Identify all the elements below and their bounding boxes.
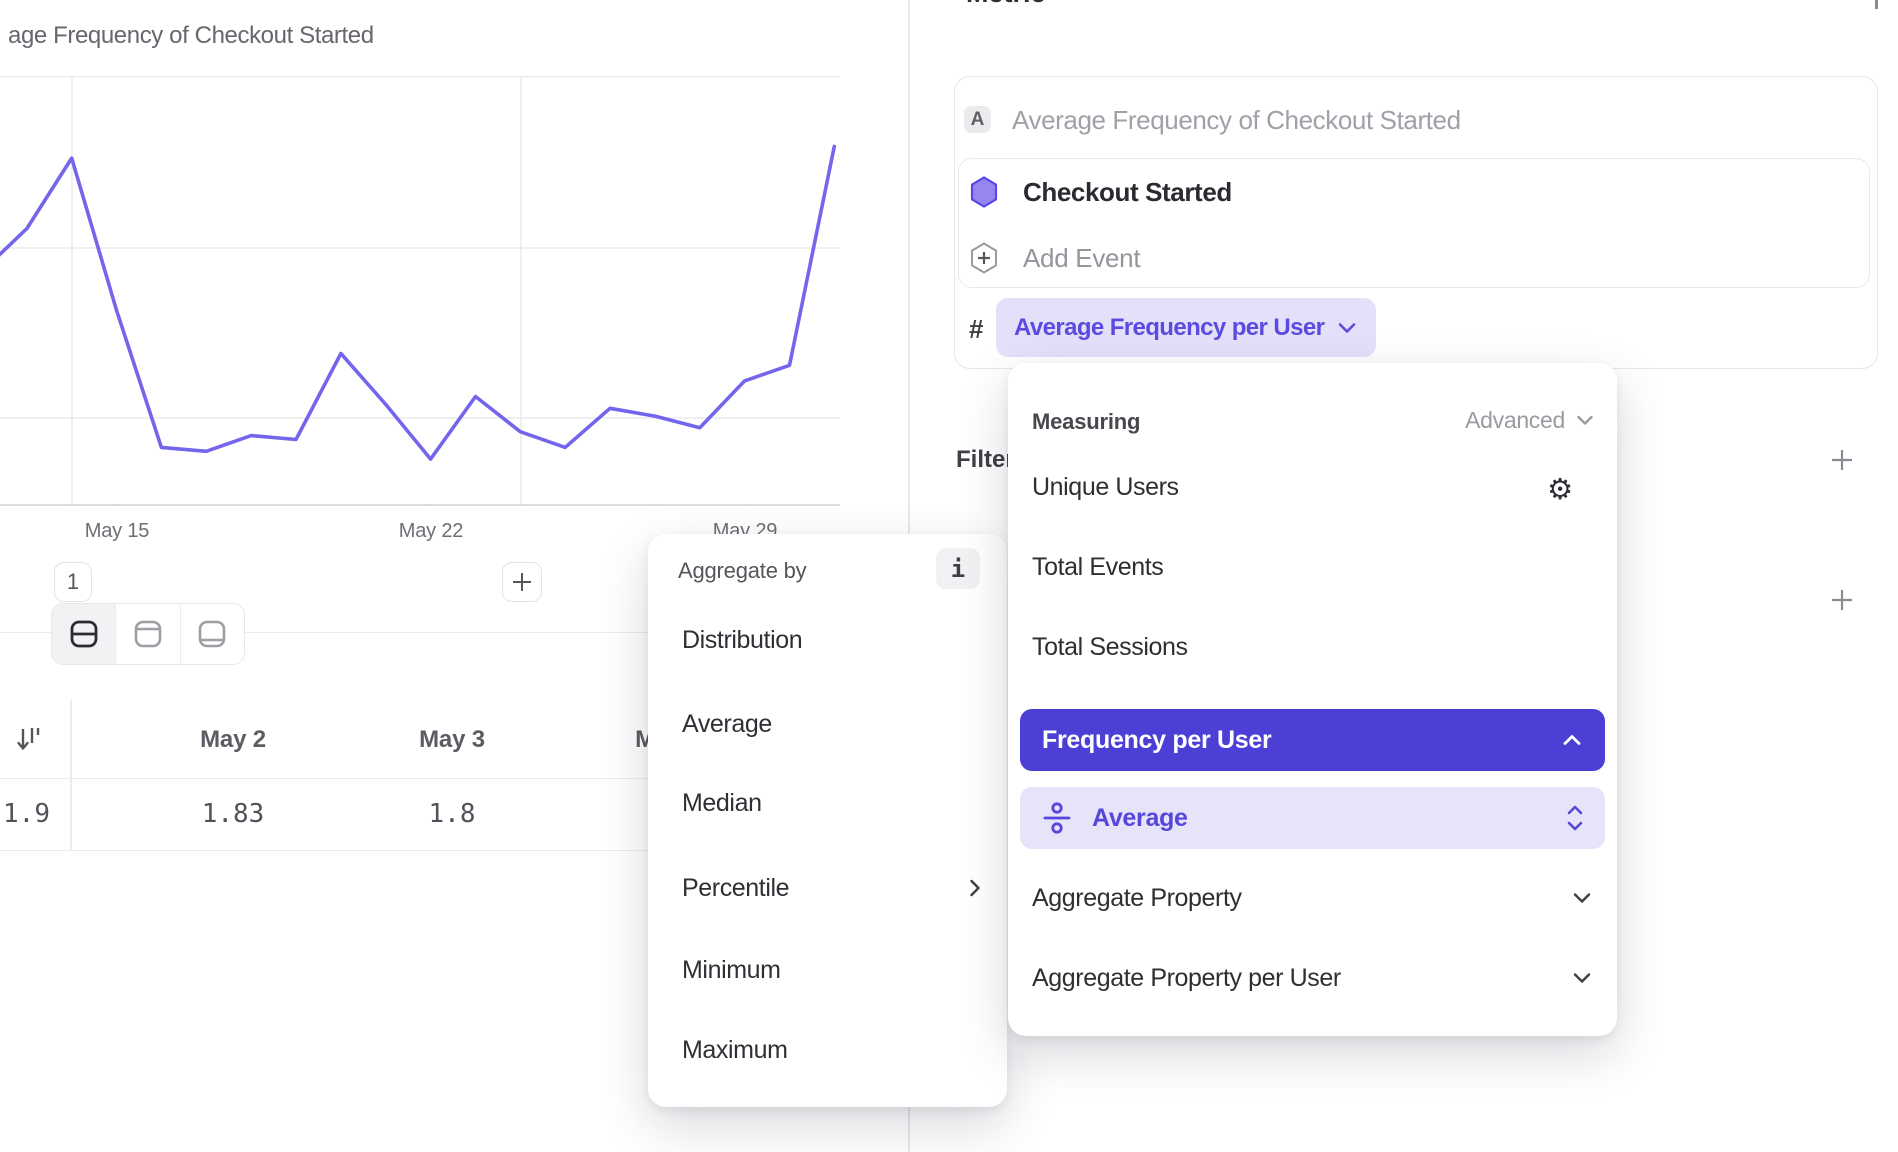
plus-icon <box>1832 590 1852 610</box>
table-column-header[interactable]: May 3 <box>419 726 485 753</box>
series-count-chip[interactable]: 1 <box>54 562 92 602</box>
menu-item-unique-users[interactable]: Unique Users <box>1032 473 1179 501</box>
measure-selector-pill[interactable]: Average Frequency per User <box>996 298 1377 357</box>
menu-item-label: Median <box>682 788 762 817</box>
menu-item-total-sessions[interactable]: Total Sessions <box>1032 633 1188 661</box>
numeric-measure-glyph: # <box>969 314 984 344</box>
collapsed-item-label: Aggregate Property per User <box>1032 963 1341 992</box>
measuring-dropdown: Measuring Advanced Unique Users ⚙ Total … <box>1008 363 1617 1036</box>
table-column-header[interactable]: May 2 <box>200 726 266 753</box>
metric-title[interactable]: Average Frequency of Checkout Started <box>1012 105 1461 135</box>
measuring-label: Measuring <box>1032 409 1141 434</box>
menu-item-total-events[interactable]: Total Events <box>1032 553 1164 581</box>
menu-item-aggregate-property-per-user[interactable]: Aggregate Property per User <box>1032 961 1593 995</box>
chevron-right-icon <box>970 879 980 897</box>
menu-item-percentile[interactable]: Percentile <box>682 871 982 905</box>
layout-toggle-group <box>51 603 245 665</box>
sort-descending-icon <box>17 728 40 750</box>
table-row: 1.9 1.83 1.8 <box>0 779 908 851</box>
plus-icon <box>513 573 531 591</box>
add-event-hexagon-icon <box>971 242 997 274</box>
advanced-toggle[interactable]: Advanced <box>1465 407 1595 434</box>
toggle-chart-only[interactable] <box>116 604 181 664</box>
menu-item-label: Percentile <box>682 873 790 902</box>
menu-item-aggregate-property[interactable]: Aggregate Property <box>1032 881 1593 915</box>
table-column-divider <box>70 700 72 851</box>
split-view-icon <box>70 620 98 648</box>
filter-section-heading: Filter <box>956 446 1015 473</box>
collapsed-item-label: Aggregate Property <box>1032 883 1242 912</box>
table-cell-value: 1.83 <box>201 799 265 829</box>
aggregate-by-menu: Aggregate by i Distribution Average Medi… <box>648 534 1007 1107</box>
x-axis-label: May 15 <box>84 520 150 542</box>
table-cell-value: 1.9 <box>3 799 50 829</box>
gear-icon[interactable]: ⚙ <box>1547 474 1573 506</box>
aggregate-by-label: Aggregate by <box>678 558 807 583</box>
menu-item-average[interactable]: Average <box>682 707 982 741</box>
chevron-down-icon <box>1577 415 1593 425</box>
event-row-checkout-started[interactable]: Checkout Started <box>970 175 1232 209</box>
info-icon[interactable]: i <box>936 548 980 589</box>
average-divide-icon <box>1043 802 1071 834</box>
toggle-table-only[interactable] <box>181 604 244 664</box>
event-hexagon-icon <box>970 176 998 208</box>
add-event-label: Add Event <box>1023 242 1141 273</box>
chart-only-icon <box>134 620 162 648</box>
chevron-down-icon <box>1573 973 1591 983</box>
menu-item-label: Minimum <box>682 955 781 984</box>
menu-item-frequency-per-user[interactable]: Frequency per User <box>1020 709 1605 771</box>
menu-item-distribution[interactable]: Distribution <box>682 623 982 657</box>
chevron-down-icon <box>1573 893 1591 903</box>
menu-item-frequency-average[interactable]: Average <box>1020 787 1605 849</box>
plus-icon <box>1832 450 1852 470</box>
menu-item-label: Distribution <box>682 625 803 654</box>
metric-letter-badge: A <box>964 106 991 133</box>
table-only-icon <box>199 620 226 648</box>
chart-title: age Frequency of Checkout Started <box>8 22 374 49</box>
menu-item-label: Maximum <box>682 1035 788 1064</box>
chevron-down-icon <box>1339 322 1356 333</box>
up-down-selector-icon <box>1567 805 1583 831</box>
add-annotation-button[interactable] <box>502 562 542 602</box>
partial-plus-icon[interactable] <box>1875 0 1878 9</box>
x-axis-label: May 22 <box>398 520 464 542</box>
menu-item-label: Average <box>682 709 772 738</box>
chevron-up-icon <box>1563 735 1581 745</box>
menu-item-minimum[interactable]: Minimum <box>682 953 982 987</box>
measure-selector-label: Average Frequency per User <box>1014 313 1325 341</box>
event-group-card <box>958 158 1870 288</box>
table-cell-value: 1.8 <box>428 799 476 829</box>
selected-item-label: Frequency per User <box>1042 725 1272 754</box>
metric-section-heading: Metric <box>966 0 1046 9</box>
advanced-label: Advanced <box>1465 407 1565 433</box>
event-name: Checkout Started <box>1023 176 1232 207</box>
add-filter-button[interactable] <box>1822 440 1862 480</box>
sort-button[interactable] <box>16 722 42 754</box>
line-chart <box>0 76 840 506</box>
section-divider <box>0 632 908 633</box>
add-section-button[interactable] <box>1822 580 1862 620</box>
toggle-split-view[interactable] <box>52 604 117 664</box>
menu-item-maximum[interactable]: Maximum <box>682 1033 982 1067</box>
chart-gridlines <box>0 76 840 506</box>
menu-item-median[interactable]: Median <box>682 786 982 820</box>
add-event-button[interactable]: Add Event <box>970 241 1141 275</box>
sub-item-label: Average <box>1092 803 1188 832</box>
chart-series-line <box>0 144 837 461</box>
